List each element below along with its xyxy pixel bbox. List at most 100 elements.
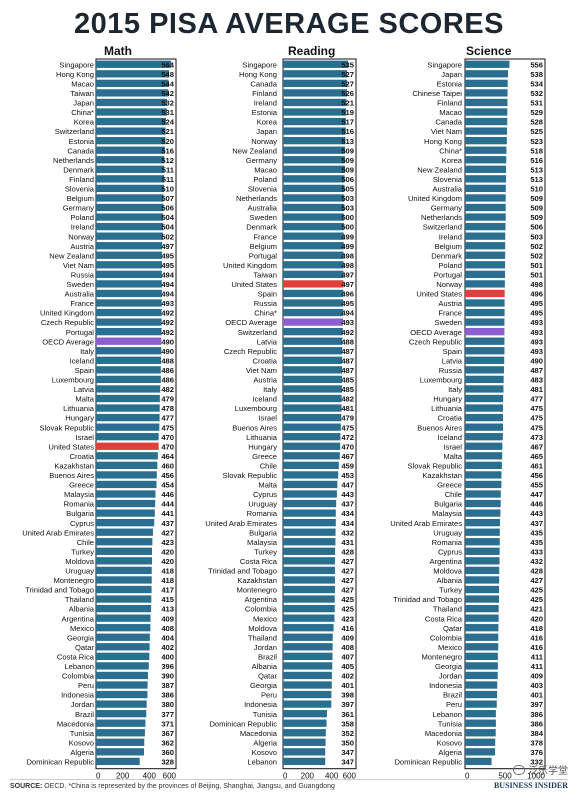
data-label: 524 bbox=[161, 118, 174, 127]
plot-frame bbox=[95, 58, 177, 770]
data-label: 493 bbox=[530, 318, 543, 327]
bar bbox=[283, 729, 326, 737]
category-label: Jordan bbox=[439, 672, 462, 681]
category-label: Montenegro bbox=[421, 652, 462, 661]
bar bbox=[96, 614, 151, 622]
bar bbox=[283, 710, 327, 718]
data-label: 425 bbox=[341, 595, 354, 604]
data-label: 495 bbox=[530, 309, 543, 318]
category-label: Latvia bbox=[257, 337, 278, 346]
category-label: United States bbox=[48, 442, 94, 451]
category-label: Finland bbox=[69, 175, 94, 184]
bar bbox=[465, 184, 506, 193]
category-label: Jordan bbox=[254, 643, 277, 652]
bar bbox=[96, 404, 160, 412]
bar bbox=[283, 347, 343, 355]
category-label: Taiwan bbox=[70, 89, 94, 98]
category-label: Israel bbox=[258, 414, 277, 423]
category-label: China* bbox=[71, 108, 94, 117]
data-label: 527 bbox=[341, 79, 354, 88]
bar bbox=[96, 70, 170, 78]
bar bbox=[283, 528, 336, 536]
category-label: Sweden bbox=[67, 280, 94, 289]
category-label: Netherlands bbox=[421, 213, 462, 222]
data-label: 475 bbox=[530, 404, 543, 413]
bar bbox=[465, 289, 505, 298]
category-label: Turkey bbox=[254, 547, 277, 556]
category-label: Chinese Taipei bbox=[412, 89, 462, 98]
bar bbox=[96, 222, 164, 231]
data-label: 418 bbox=[161, 576, 174, 585]
bar bbox=[283, 442, 341, 450]
category-label: Romania bbox=[432, 538, 463, 547]
data-label: 402 bbox=[341, 672, 354, 681]
category-label: Italy bbox=[263, 385, 277, 394]
category-label: Switzerland bbox=[55, 127, 94, 136]
data-label: 420 bbox=[530, 614, 543, 623]
category-label: Montenegro bbox=[236, 586, 277, 595]
data-label: 434 bbox=[341, 509, 354, 518]
bar bbox=[465, 442, 503, 450]
category-label: Montenegro bbox=[53, 576, 94, 585]
data-label: 490 bbox=[161, 347, 174, 356]
bar bbox=[283, 519, 336, 527]
category-label: Slovenia bbox=[433, 175, 463, 184]
data-label: 431 bbox=[341, 538, 354, 547]
data-label: 487 bbox=[341, 366, 354, 375]
data-label: 475 bbox=[530, 423, 543, 432]
category-label: Bulgaria bbox=[434, 500, 463, 509]
data-label: 510 bbox=[161, 185, 174, 194]
category-label: Kosovo bbox=[252, 748, 277, 757]
data-label: 500 bbox=[341, 213, 354, 222]
category-label: Qatar bbox=[443, 624, 462, 633]
math-panel: Math Singapore 564 Hong Kong 548 Macao 544 Tai… bbox=[22, 44, 176, 781]
data-label: 504 bbox=[161, 213, 174, 222]
data-label: 332 bbox=[530, 758, 543, 767]
data-label: 386 bbox=[161, 691, 174, 700]
bar bbox=[465, 528, 500, 536]
bar bbox=[96, 251, 162, 259]
wechat-icon bbox=[513, 764, 525, 775]
category-label: Viet Nam bbox=[431, 127, 462, 136]
bar bbox=[283, 595, 335, 603]
data-label: 413 bbox=[161, 605, 174, 614]
category-label: Canada bbox=[250, 79, 277, 88]
data-label: 367 bbox=[161, 729, 174, 738]
tick-label: 0 bbox=[96, 772, 101, 781]
bar bbox=[465, 595, 499, 603]
data-label: 444 bbox=[161, 500, 174, 509]
bar bbox=[465, 547, 500, 555]
category-label: Costa Rica bbox=[57, 652, 95, 661]
bar bbox=[96, 270, 162, 278]
data-label: 428 bbox=[530, 567, 543, 576]
category-label: Kazakhstan bbox=[237, 576, 277, 585]
data-label: 470 bbox=[161, 442, 174, 451]
data-label: 511 bbox=[162, 175, 175, 184]
category-label: Denmark bbox=[246, 223, 277, 232]
data-label: 519 bbox=[341, 108, 354, 117]
data-label: 401 bbox=[341, 681, 354, 690]
data-label: 498 bbox=[341, 261, 354, 270]
data-label: 544 bbox=[161, 79, 174, 88]
bar bbox=[96, 175, 165, 183]
tick-label: 200 bbox=[116, 772, 130, 781]
tick-label: 1000 bbox=[527, 772, 545, 781]
category-label: Israel bbox=[443, 442, 462, 451]
category-label: Australia bbox=[64, 290, 94, 299]
data-label: 405 bbox=[341, 662, 354, 671]
bar bbox=[465, 261, 506, 269]
data-label: 531 bbox=[161, 108, 174, 117]
bar bbox=[96, 318, 162, 326]
category-label: Lithuania bbox=[431, 404, 463, 413]
data-label: 494 bbox=[161, 270, 174, 279]
category-label: Tunisia bbox=[70, 729, 95, 738]
category-label: Japan bbox=[73, 99, 94, 108]
data-label: 509 bbox=[530, 213, 543, 222]
data-label: 427 bbox=[341, 576, 354, 585]
bar bbox=[465, 690, 498, 699]
data-label: 520 bbox=[161, 137, 174, 146]
category-label: China* bbox=[254, 309, 277, 318]
data-label: 493 bbox=[161, 299, 174, 308]
bar bbox=[465, 633, 499, 641]
bar bbox=[96, 194, 164, 202]
